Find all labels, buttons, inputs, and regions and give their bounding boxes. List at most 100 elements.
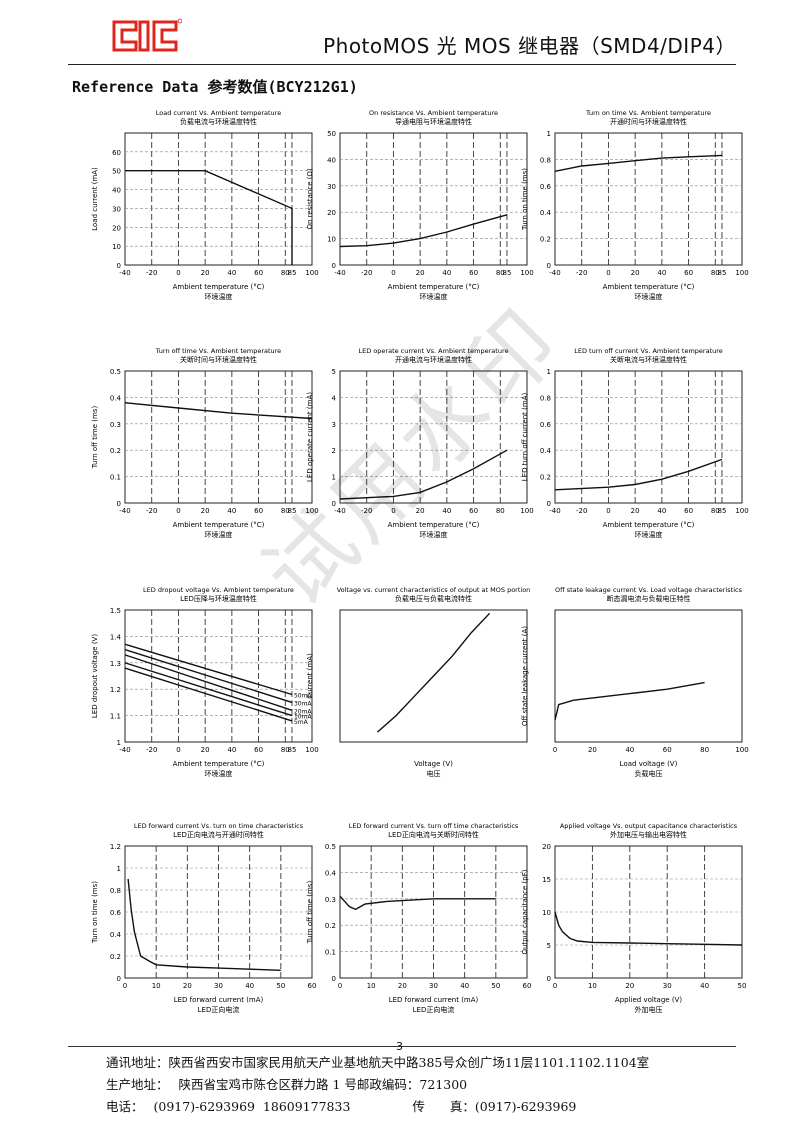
- y-tick-label: 0.2: [110, 953, 121, 961]
- footer-fax-value: (0917)-6293969: [474, 1099, 577, 1114]
- x-tick-label: 100: [305, 269, 318, 277]
- y-tick-label: 0.2: [540, 236, 551, 244]
- chart-title: LED forward current Vs. turn on time cha…: [134, 822, 304, 830]
- y-tick-label: 0: [332, 262, 336, 270]
- x-axis-label: Ambient temperature (°C): [173, 521, 265, 529]
- x-axis-label: Ambient temperature (°C): [603, 283, 695, 291]
- y-tick-label: 5: [547, 942, 551, 950]
- footer-divider: [68, 1046, 736, 1047]
- series-line: [124, 667, 293, 722]
- x-tick-label: 20: [398, 982, 407, 990]
- x-tick-label: -20: [361, 507, 372, 515]
- x-tick-label: 50: [276, 982, 285, 990]
- y-tick-label: 20: [542, 843, 551, 851]
- y-tick-label: 30: [327, 183, 336, 191]
- x-tick-label: 100: [305, 746, 318, 754]
- series-label: 50mA: [294, 692, 312, 699]
- x-tick-label: 0: [553, 982, 557, 990]
- series-line: [339, 449, 508, 500]
- y-tick-label: 1.1: [110, 713, 121, 721]
- x-tick-label: 0: [391, 507, 395, 515]
- x-tick-label: 10: [367, 982, 376, 990]
- chart-subtitle: LED压降与环境温度特性: [180, 594, 257, 603]
- chart-subtitle: 开通时间与环境温度特性: [610, 117, 687, 126]
- chart-subtitle: 断态漏电流与负载电压特性: [607, 594, 691, 603]
- chart-mos-iv: Voltage vs. current characteristics of o…: [295, 582, 545, 802]
- y-tick-label: 0: [547, 975, 551, 983]
- x-tick-label: 85: [503, 269, 512, 277]
- x-tick-label: -40: [334, 507, 345, 515]
- y-tick-label: 60: [112, 149, 121, 157]
- chart-title: LED operate current Vs. Ambient temperat…: [359, 347, 509, 355]
- series-line: [124, 402, 313, 420]
- chart-led-turnoff-current: LED turn off current Vs. Ambient tempera…: [510, 343, 760, 563]
- y-tick-label: 0.1: [110, 474, 121, 482]
- x-tick-label: 0: [606, 507, 610, 515]
- chart-subtitle: LED正向电流与开通时间特性: [173, 830, 264, 839]
- y-tick-label: 1.2: [110, 843, 121, 851]
- x-tick-label: -20: [146, 269, 157, 277]
- y-tick-label: 0.8: [540, 394, 551, 402]
- chart-subtitle: 关断电流与环境温度特性: [610, 355, 687, 364]
- plot-frame: [554, 132, 743, 266]
- series-line: [376, 612, 491, 733]
- series-line: [124, 643, 293, 696]
- plot-frame: [124, 370, 313, 504]
- y-tick-label: 1.3: [110, 660, 121, 668]
- y-tick-label: 0: [332, 500, 336, 508]
- y-tick-label: 0.5: [110, 368, 121, 376]
- x-axis-label: Ambient temperature (°C): [173, 760, 265, 768]
- series-line: [554, 911, 743, 946]
- x-tick-label: -40: [119, 507, 130, 515]
- y-tick-label: 1: [117, 865, 121, 873]
- series-line: [127, 878, 281, 971]
- plot-frame: [124, 609, 313, 743]
- chart-subtitle: 负载电流与环境温度特性: [180, 117, 257, 126]
- y-tick-label: 1.5: [110, 607, 121, 615]
- x-axis-label-cn: 负载电压: [635, 769, 663, 778]
- x-axis-label-cn: LED正向电流: [198, 1005, 240, 1014]
- plot-frame: [339, 609, 528, 743]
- series-line: [125, 169, 293, 265]
- x-tick-label: 30: [214, 982, 223, 990]
- plot-frame: [554, 845, 743, 979]
- x-tick-label: 40: [442, 507, 451, 515]
- chart-subtitle: 导通电阻与环境温度特性: [395, 117, 472, 126]
- y-tick-label: 1.2: [110, 686, 121, 694]
- page-number: 3: [396, 1040, 403, 1053]
- x-tick-label: 10: [152, 982, 161, 990]
- chart-turn-off-time: Turn off time Vs. Ambient temperature 关断时…: [80, 343, 330, 563]
- x-tick-label: 80: [496, 269, 505, 277]
- x-axis-label: Applied voltage (V): [615, 996, 682, 1004]
- y-tick-label: 0: [547, 500, 551, 508]
- x-tick-label: -20: [576, 269, 587, 277]
- x-tick-label: 0: [176, 746, 180, 754]
- plot-frame: [554, 370, 743, 504]
- y-axis-label: Output capacitance (pF): [521, 869, 529, 954]
- x-tick-label: 20: [201, 746, 210, 754]
- x-tick-label: -40: [549, 269, 560, 277]
- x-tick-label: 40: [460, 982, 469, 990]
- section-title: Reference Data 参考数值(BCY212G1): [72, 78, 358, 96]
- plot-frame: [339, 370, 528, 504]
- chart-title: Applied voltage Vs. output capacitance c…: [560, 822, 738, 830]
- y-tick-label: 40: [112, 187, 121, 195]
- x-tick-label: 20: [201, 507, 210, 515]
- y-tick-label: 10: [542, 909, 551, 917]
- x-tick-label: 80: [281, 746, 290, 754]
- footer-address: 通讯地址：陕西省西安市国家民用航天产业基地航天中路385号众创广场11层1101…: [106, 1055, 650, 1070]
- footer-phone-value: (0917)-6293969 18609177833: [153, 1099, 351, 1114]
- chart-on-resistance: On resistance Vs. Ambient temperature 导通电…: [295, 105, 545, 325]
- y-axis-label: Turn on time (ms): [521, 168, 529, 231]
- series-line: [339, 895, 496, 911]
- x-tick-label: 0: [606, 269, 610, 277]
- y-tick-label: 1: [547, 130, 551, 138]
- x-axis-label-cn: 环境温度: [635, 292, 663, 301]
- y-tick-label: 0.6: [110, 909, 122, 917]
- y-axis-label: On resistance (Ω): [306, 168, 314, 229]
- series-line: [124, 654, 293, 711]
- x-tick-label: 60: [308, 982, 317, 990]
- x-tick-label: 80: [496, 507, 505, 515]
- y-tick-label: 1: [332, 474, 336, 482]
- y-axis-label: Current (mA): [306, 653, 314, 699]
